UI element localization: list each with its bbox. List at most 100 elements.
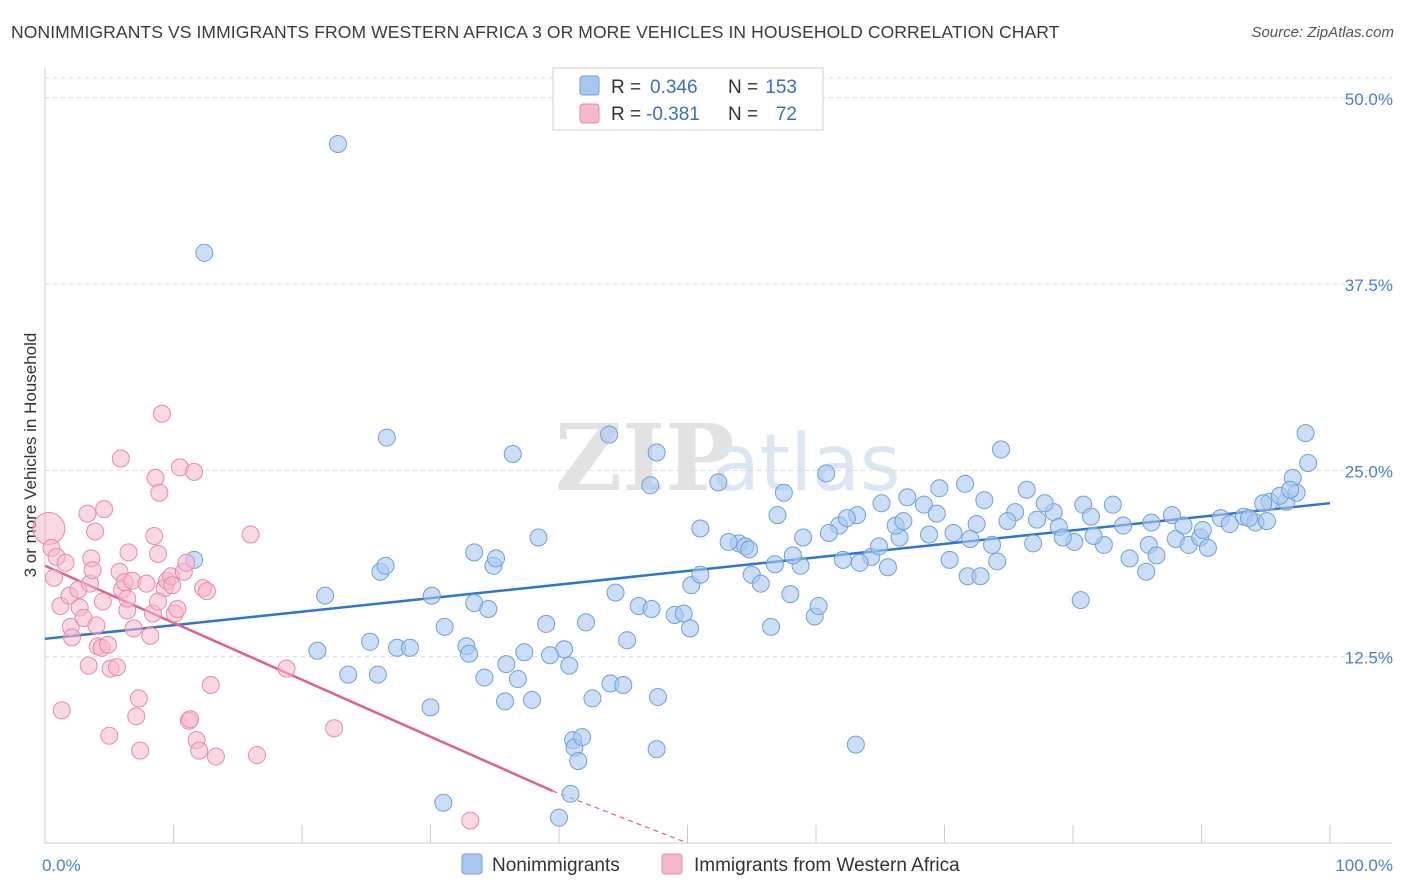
nonimmigrant-point-132: [1053, 528, 1072, 547]
immigrant-point-50: [163, 576, 182, 595]
immigrant-point-57: [181, 710, 200, 729]
immigrant-point-68: [325, 719, 344, 738]
nonimmigrant-point-74: [1028, 510, 1047, 529]
legend-n-label-2: N =: [728, 104, 758, 125]
nonimmigrant-point-27: [475, 668, 494, 687]
nonimmigrant-point-67: [956, 474, 975, 493]
y-tick-labels: 12.5% 25.0% 37.5% 50.0%: [1345, 90, 1393, 668]
immigrant-point-6: [56, 553, 75, 572]
nonimmigrant-point-20: [361, 632, 380, 651]
nonimmigrant-point-69: [967, 515, 986, 534]
nonimmigrant-point-36: [583, 689, 602, 708]
immigrant-point-37: [129, 689, 148, 708]
nonimmigrant-point-121: [809, 597, 828, 616]
nonimmigrant-point-3: [600, 425, 619, 444]
immigrant-point-38: [131, 741, 150, 760]
immigrant-point-40: [141, 626, 160, 645]
nonimmigrant-point-17: [487, 549, 506, 568]
nonimmigrant-point-2: [377, 428, 396, 447]
immigrant-point-17: [83, 561, 102, 580]
legend-n-value-1: 153: [765, 77, 797, 98]
x-tick-label-max: 100.0%: [1335, 856, 1393, 875]
nonimmigrant-point-96: [1258, 512, 1277, 531]
immigrant-point-2: [44, 568, 63, 587]
nonimmigrant-point-9: [316, 586, 335, 605]
bottom-legend-label-blue: Nonimmigrants: [492, 855, 620, 876]
immigrant-point-55: [177, 553, 196, 572]
nonimmigrant-point-110: [368, 665, 387, 684]
immigrant-point-60: [190, 741, 209, 760]
x-tick-labels: 0.0% 100.0%: [42, 856, 1393, 875]
immigrant-point-33: [119, 543, 138, 562]
nonimmigrant-point-88: [1162, 506, 1181, 525]
bottom-legend: Nonimmigrants Immigrants from Western Af…: [461, 853, 960, 876]
nonimmigrant-point-6: [992, 440, 1011, 459]
nonimmigrant-point-81: [1081, 507, 1100, 526]
immigrant-point-22: [93, 592, 112, 611]
nonimmigrant-point-140: [1281, 480, 1300, 499]
nonimmigrant-point-113: [515, 643, 534, 662]
nonimmigrant-point-61: [872, 494, 891, 513]
chart-title: NONIMMIGRANTS VS IMMIGRANTS FROM WESTERN…: [11, 22, 1060, 42]
watermark-atlas: atlas: [712, 419, 901, 509]
nonimmigrant-point-52: [762, 617, 781, 636]
nonimmigrant-point-28: [496, 692, 515, 711]
legend-n-value-2: 72: [776, 104, 797, 125]
nonimmigrant-point-137: [1193, 521, 1212, 540]
y-tick-label-1: 25.0%: [1345, 462, 1393, 481]
nonimmigrant-point-1: [195, 243, 214, 262]
immigrant-point-65: [241, 525, 260, 544]
immigrant-point-18: [86, 522, 105, 541]
immigrant-point-42: [145, 526, 164, 545]
immigrants-points: [32, 404, 480, 830]
legend-r-label-2: R =: [611, 104, 641, 125]
nonimmigrant-point-71: [983, 535, 1002, 554]
nonimmigrant-point-75: [1017, 480, 1036, 499]
nonimmigrant-point-41: [648, 687, 667, 706]
nonimmigrant-point-100: [1299, 453, 1318, 472]
y-axis-label: 3 or more Vehicles in Household: [21, 333, 40, 578]
nonimmigrant-point-139: [1254, 494, 1273, 513]
nonimmigrant-point-44: [674, 604, 693, 623]
nonimmigrant-point-143: [930, 479, 949, 498]
nonimmigrant-point-49: [774, 483, 793, 502]
nonimmigrant-point-135: [1142, 513, 1161, 532]
nonimmigrants-points: [185, 135, 1318, 827]
immigrant-point-46: [152, 404, 171, 423]
nonimmigrant-point-149: [768, 506, 787, 525]
y-tick-label-3: 50.0%: [1345, 90, 1393, 109]
nonimmigrant-point-30: [523, 690, 542, 709]
nonimmigrant-point-130: [998, 512, 1017, 531]
y-tick-label-0: 12.5%: [1345, 649, 1393, 668]
nonimmigrant-point-147: [479, 600, 498, 619]
immigrants-trend-extension: [552, 790, 688, 844]
nonimmigrant-point-45: [681, 619, 700, 638]
immigrant-point-14: [79, 656, 98, 675]
nonimmigrant-point-104: [569, 752, 588, 771]
nonimmigrant-point-131: [1024, 534, 1043, 553]
nonimmigrant-point-151: [894, 512, 913, 531]
nonimmigrant-point-4: [503, 445, 522, 464]
immigrant-point-70: [149, 592, 168, 611]
nonimmigrant-point-129: [975, 491, 994, 510]
nonimmigrant-point-11: [376, 556, 395, 575]
immigrant-point-29: [111, 449, 130, 468]
immigrant-point-66: [248, 746, 267, 765]
immigrant-point-5: [52, 701, 71, 720]
nonimmigrant-point-22: [308, 641, 327, 660]
nonimmigrant-point-134: [1120, 549, 1139, 568]
nonimmigrant-point-19: [537, 614, 556, 633]
nonimmigrant-point-138: [1220, 515, 1239, 534]
nonimmigrant-point-142: [817, 464, 836, 483]
immigrant-point-45: [150, 483, 169, 502]
nonimmigrant-point-123: [850, 553, 869, 572]
immigrant-point-19: [87, 616, 106, 635]
nonimmigrant-point-141: [709, 473, 728, 492]
nonimmigrant-point-50: [751, 574, 770, 593]
nonimmigrant-point-127: [920, 525, 939, 544]
immigrant-point-69: [461, 811, 480, 830]
nonimmigrant-point-126: [898, 488, 917, 507]
immigrant-point-43: [146, 468, 165, 487]
nonimmigrant-point-54: [794, 528, 813, 547]
